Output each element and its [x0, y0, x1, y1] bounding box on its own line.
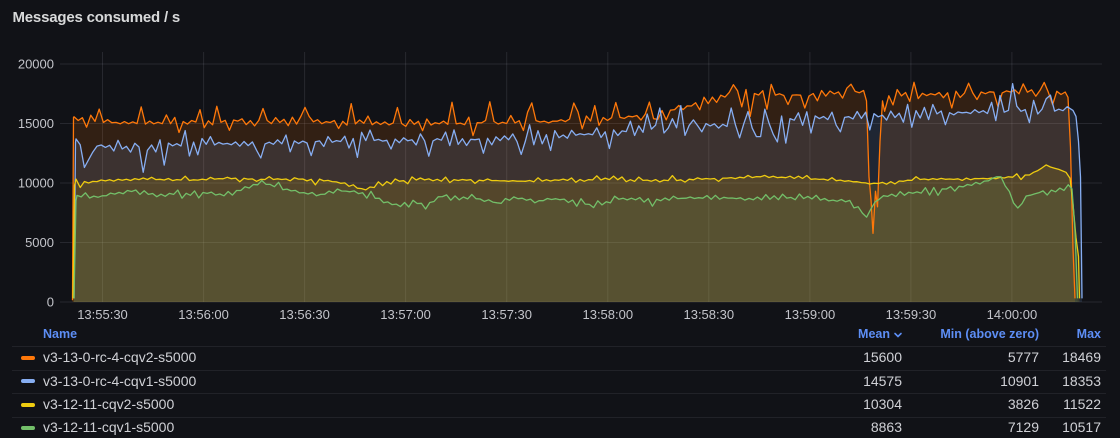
svg-text:14:00:00: 14:00:00: [987, 307, 1038, 322]
svg-text:20000: 20000: [18, 57, 54, 72]
svg-text:13:57:00: 13:57:00: [380, 307, 431, 322]
svg-text:13:55:30: 13:55:30: [77, 307, 128, 322]
svg-text:13:57:30: 13:57:30: [481, 307, 532, 322]
svg-text:13:59:30: 13:59:30: [886, 307, 937, 322]
svg-text:15000: 15000: [18, 116, 54, 131]
svg-text:13:56:00: 13:56:00: [178, 307, 229, 322]
svg-text:13:59:00: 13:59:00: [785, 307, 836, 322]
svg-text:10000: 10000: [18, 176, 54, 191]
svg-text:13:58:30: 13:58:30: [683, 307, 734, 322]
svg-text:13:56:30: 13:56:30: [279, 307, 330, 322]
svg-text:5000: 5000: [25, 235, 54, 250]
svg-text:0: 0: [47, 295, 54, 310]
svg-text:13:58:00: 13:58:00: [582, 307, 633, 322]
